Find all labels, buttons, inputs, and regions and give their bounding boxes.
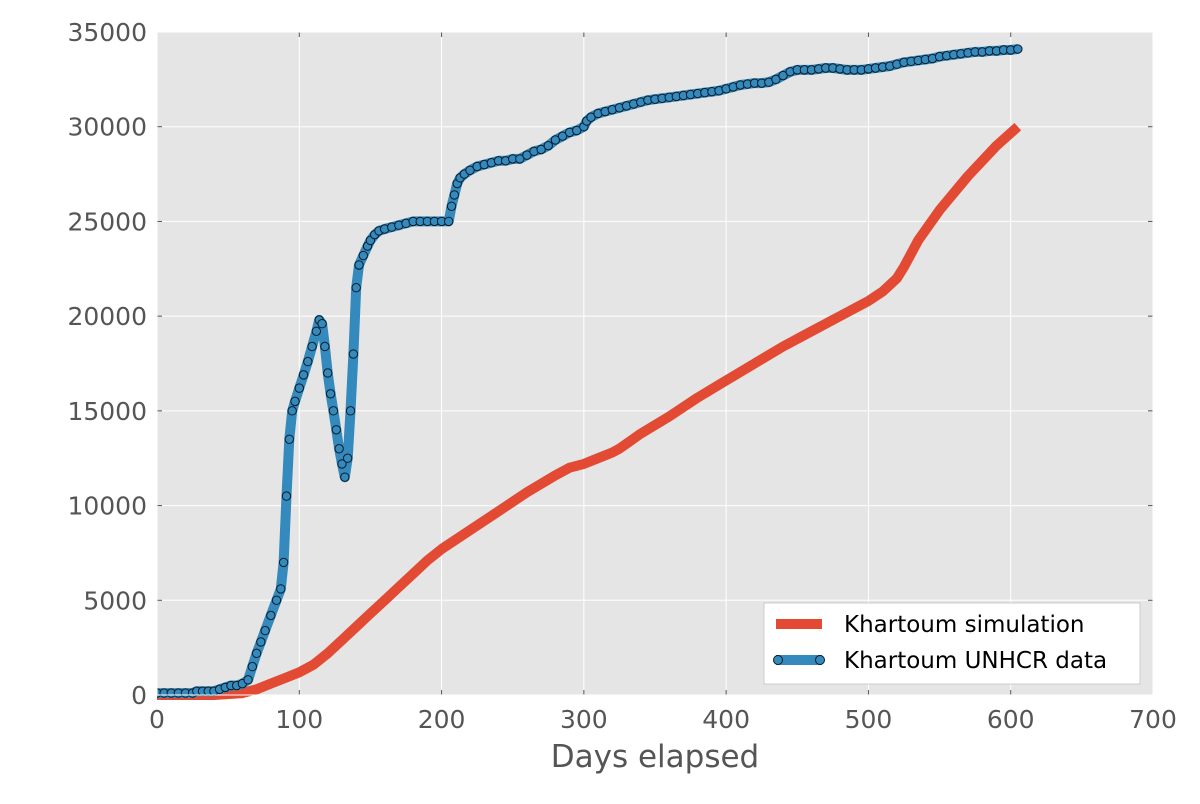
data-point-unhcr xyxy=(294,383,304,393)
y-tick-label: 20000 xyxy=(67,302,147,331)
data-point-unhcr xyxy=(303,356,313,367)
x-tick-label: 500 xyxy=(845,705,893,734)
y-tick-label: 15000 xyxy=(67,397,147,426)
data-point-unhcr xyxy=(276,584,286,594)
data-point-unhcr xyxy=(311,326,322,336)
data-point-unhcr xyxy=(325,389,336,399)
data-point-unhcr xyxy=(271,595,282,605)
data-point-unhcr xyxy=(260,625,270,636)
data-point-unhcr xyxy=(1013,44,1023,54)
x-tick-label: 400 xyxy=(702,705,750,734)
data-point-unhcr xyxy=(290,396,300,407)
data-point-unhcr xyxy=(443,216,454,227)
data-point-unhcr xyxy=(243,675,253,685)
data-point-unhcr xyxy=(323,368,333,378)
y-tick-label: 10000 xyxy=(67,492,147,521)
legend-label: Khartoum UNHCR data xyxy=(844,648,1107,674)
data-point-unhcr xyxy=(331,425,341,435)
y-tick-label: 0 xyxy=(131,681,147,710)
x-axis-title: Days elapsed xyxy=(551,739,759,775)
data-point-unhcr xyxy=(284,434,295,444)
data-point-unhcr xyxy=(320,341,330,352)
data-point-unhcr xyxy=(307,341,317,352)
data-point-unhcr xyxy=(778,70,788,81)
data-point-unhcr xyxy=(256,637,266,647)
plot-border xyxy=(156,31,1154,696)
series-group xyxy=(157,44,1023,700)
y-tick-label: 5000 xyxy=(83,586,147,615)
data-point-unhcr xyxy=(278,557,289,568)
legend-marker-unhcr xyxy=(815,655,825,665)
data-point-unhcr xyxy=(572,125,582,136)
x-tick-label: 100 xyxy=(275,705,323,734)
legend-box xyxy=(763,602,1141,685)
data-point-unhcr xyxy=(298,370,309,380)
data-point-unhcr xyxy=(446,201,457,211)
data-point-unhcr xyxy=(550,135,561,145)
data-point-unhcr xyxy=(266,610,276,621)
y-tick-label: 35000 xyxy=(67,18,147,47)
data-point-unhcr xyxy=(536,144,546,155)
series-line-simulation xyxy=(157,122,1022,700)
data-point-unhcr xyxy=(354,260,364,270)
data-point-unhcr xyxy=(247,661,258,672)
data-point-unhcr xyxy=(557,131,568,141)
data-point-unhcr xyxy=(586,112,596,122)
x-tick-label: 200 xyxy=(418,705,466,734)
data-point-unhcr xyxy=(771,74,781,85)
data-point-unhcr xyxy=(358,250,369,261)
legend: Khartoum simulation Khartoum UNHCR data xyxy=(763,602,1141,685)
data-point-unhcr xyxy=(281,491,292,501)
x-tick-label: 700 xyxy=(1129,705,1177,734)
data-point-unhcr xyxy=(287,406,297,416)
data-point-unhcr xyxy=(340,472,350,482)
x-tick-label: 0 xyxy=(149,705,165,734)
data-point-unhcr xyxy=(345,406,356,416)
data-point-unhcr xyxy=(348,349,359,359)
data-point-unhcr xyxy=(342,453,353,463)
data-point-unhcr xyxy=(251,648,262,659)
data-point-unhcr xyxy=(328,406,339,416)
x-tick-label: 600 xyxy=(987,705,1035,734)
data-point-unhcr xyxy=(337,459,347,469)
data-point-unhcr xyxy=(351,283,361,293)
data-point-unhcr xyxy=(543,140,553,151)
data-point-unhcr xyxy=(465,165,475,175)
legend-label: Khartoum simulation xyxy=(844,612,1085,638)
data-point-unhcr xyxy=(334,444,344,454)
data-point-unhcr xyxy=(515,154,525,164)
data-point-unhcr xyxy=(522,150,532,160)
y-tick-label: 30000 xyxy=(67,113,147,142)
y-tick-label: 25000 xyxy=(67,207,147,236)
x-tick-label: 300 xyxy=(560,705,608,734)
data-point-unhcr xyxy=(449,190,460,200)
legend-marker-unhcr xyxy=(773,655,783,665)
data-point-unhcr xyxy=(317,319,327,329)
